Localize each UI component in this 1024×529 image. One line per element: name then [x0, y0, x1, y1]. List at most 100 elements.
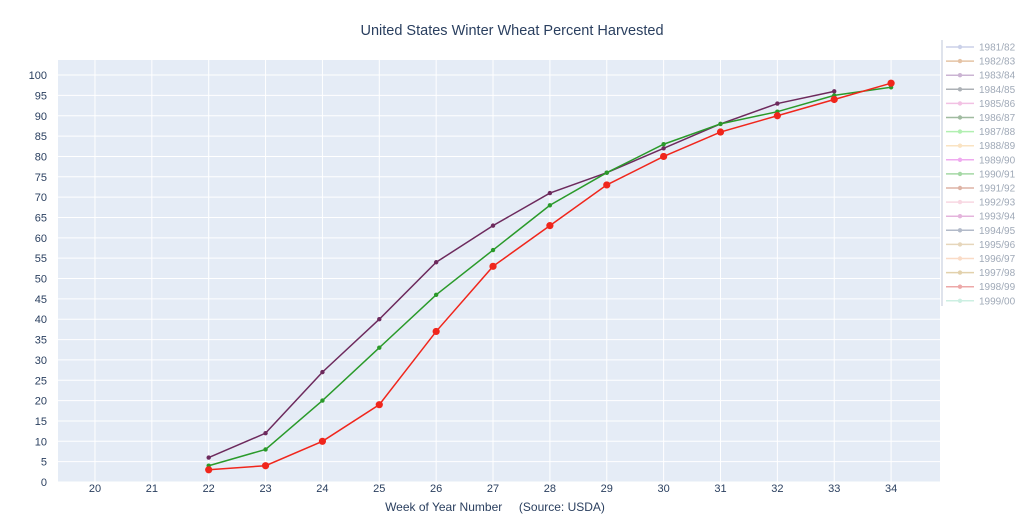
y-tick-label: 40 [35, 314, 47, 326]
legend-label: 1999/00 [979, 296, 1016, 307]
legend-item[interactable]: 1989/90 [946, 155, 1016, 166]
data-point[interactable] [546, 222, 554, 230]
legend-scrollbar[interactable] [941, 40, 943, 306]
legend-item[interactable]: 1992/93 [946, 198, 1016, 209]
x-axis-label: Week of Year Number (Source: USDA) [385, 500, 605, 514]
x-tick-label: 20 [89, 483, 101, 495]
data-point[interactable] [775, 101, 780, 106]
data-point[interactable] [830, 95, 838, 104]
data-point[interactable] [320, 398, 325, 403]
legend-label: 1987/88 [979, 127, 1016, 138]
y-tick-label: 90 [35, 111, 47, 123]
data-point[interactable] [489, 262, 497, 270]
legend-item[interactable]: 1999/00 [946, 296, 1016, 307]
legend-item[interactable]: 1987/88 [946, 127, 1016, 138]
data-point[interactable] [604, 170, 609, 175]
legend-label: 1984/85 [979, 85, 1016, 96]
data-point[interactable] [320, 369, 325, 375]
legend-item[interactable]: 1994/95 [946, 226, 1016, 237]
x-tick-label: 22 [203, 483, 215, 495]
legend-marker-swatch [957, 44, 963, 50]
data-point[interactable] [660, 152, 668, 161]
legend-marker-swatch [957, 228, 963, 233]
legend-item[interactable]: 1981/82 [946, 43, 1016, 54]
legend-label: 1988/89 [979, 141, 1016, 152]
x-tick-label: 28 [544, 483, 556, 495]
series-layer [205, 79, 895, 474]
data-point[interactable] [661, 146, 666, 151]
data-point[interactable] [887, 79, 895, 87]
legend-marker-swatch [957, 298, 963, 303]
y-tick-label: 20 [35, 396, 47, 408]
data-point[interactable] [263, 430, 268, 436]
legend-item[interactable]: 1997/98 [946, 268, 1016, 279]
data-point[interactable] [832, 89, 837, 94]
data-point[interactable] [377, 345, 382, 350]
legend-item[interactable]: 1983/84 [946, 71, 1016, 82]
legend-item[interactable]: 1996/97 [946, 254, 1016, 265]
data-point[interactable] [490, 247, 496, 253]
y-axis-ticks: 0 5 10 15 20 25 30 35 40 45 50 55 60 65 70 75 80 85 90 95 10… [29, 70, 47, 489]
legend-item[interactable]: 1982/83 [946, 57, 1016, 68]
y-tick-label: 70 [35, 192, 47, 204]
data-point[interactable] [433, 260, 439, 265]
data-point[interactable] [206, 455, 211, 460]
legend-marker-swatch [957, 171, 963, 177]
y-tick-label: 10 [35, 436, 47, 448]
y-tick-label: 100 [29, 70, 47, 82]
data-point[interactable] [263, 447, 268, 452]
x-axis-ticks: 20 21 22 23 24 25 26 27 28 29 30 31 32 33 34 [89, 483, 897, 495]
legend-label: 1981/82 [979, 43, 1016, 54]
data-point[interactable] [547, 203, 553, 208]
x-tick-label: 32 [771, 483, 783, 495]
data-point[interactable] [773, 112, 781, 120]
legend-item[interactable]: 1985/86 [946, 99, 1016, 110]
data-point[interactable] [661, 142, 666, 147]
x-tick-label: 27 [487, 483, 499, 495]
data-point[interactable] [261, 462, 270, 470]
legend-item[interactable]: 1986/87 [946, 113, 1016, 124]
legend-label: 1997/98 [979, 268, 1016, 279]
y-tick-label: 35 [35, 335, 47, 347]
data-point[interactable] [716, 128, 725, 136]
series-2 [206, 85, 894, 468]
data-point[interactable] [205, 466, 213, 474]
x-tick-label: 31 [714, 483, 726, 495]
data-point[interactable] [375, 401, 383, 409]
legend-marker-swatch [957, 199, 963, 205]
data-point[interactable] [318, 437, 327, 445]
data-point[interactable] [433, 292, 439, 298]
legend-marker-swatch [957, 214, 963, 219]
data-point[interactable] [718, 121, 723, 127]
data-point[interactable] [377, 317, 382, 322]
legend-label: 1994/95 [979, 226, 1016, 237]
y-tick-label: 15 [35, 416, 47, 428]
legend-label: 1982/83 [979, 57, 1016, 68]
y-tick-label: 30 [35, 355, 47, 367]
legend-label: 1990/91 [979, 169, 1016, 180]
legend-item[interactable]: 1991/92 [946, 184, 1016, 195]
legend-marker-swatch [957, 87, 963, 92]
data-point[interactable] [547, 190, 553, 196]
legend-item[interactable]: 1998/99 [946, 282, 1016, 293]
series-1 [206, 89, 837, 460]
y-tick-label: 25 [35, 375, 47, 387]
legend-label: 1998/99 [979, 282, 1016, 293]
y-tick-label: 45 [35, 294, 47, 306]
legend-item[interactable]: 1988/89 [946, 141, 1016, 152]
legend-label: 1995/96 [979, 240, 1016, 251]
legend-item[interactable]: 1995/96 [946, 240, 1016, 251]
legend-item[interactable]: 1993/94 [946, 212, 1016, 223]
plot-background[interactable] [58, 60, 940, 482]
series-line[interactable] [208, 90, 835, 459]
data-point[interactable] [432, 327, 440, 336]
x-tick-label: 21 [146, 483, 158, 495]
legend-marker-swatch [957, 129, 963, 134]
data-point[interactable] [603, 181, 611, 189]
data-point[interactable] [490, 223, 496, 228]
legend-item[interactable]: 1990/91 [946, 169, 1016, 180]
legend-marker-swatch [957, 256, 963, 261]
x-tick-label: 30 [658, 483, 670, 495]
legend-item[interactable]: 1984/85 [946, 85, 1016, 96]
